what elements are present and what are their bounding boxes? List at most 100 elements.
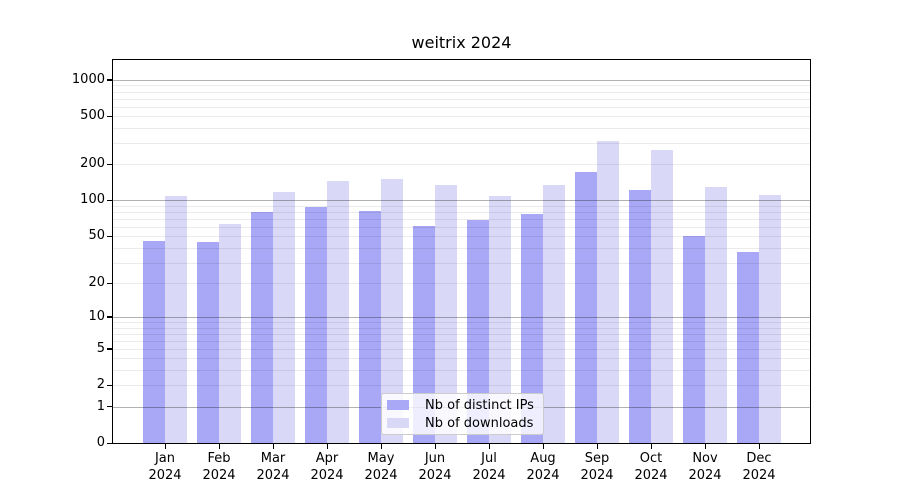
bar-distinct-ips-sep (575, 172, 597, 443)
x-tick-mark (488, 443, 490, 449)
y-tick-mark (107, 406, 113, 408)
chart-title: weitrix 2024 (411, 33, 512, 52)
gridline-minor (113, 164, 810, 166)
gridline-minor (113, 116, 810, 118)
gridline-minor (113, 262, 810, 264)
gridline-minor (113, 85, 810, 87)
bar-distinct-ips-aug (521, 214, 543, 443)
y-tick-label: 500 (80, 108, 105, 124)
bar-downloads-may (381, 178, 403, 443)
gridline-minor (113, 333, 810, 335)
bar-distinct-ips-jan (143, 240, 165, 443)
gridline-major (113, 200, 810, 202)
bar-downloads-aug (543, 184, 565, 443)
gridline-minor (113, 143, 810, 145)
x-tick-label: Nov 2024 (688, 451, 722, 483)
x-tick-mark (758, 443, 760, 449)
bar-distinct-ips-jun (413, 226, 435, 443)
legend-label-downloads: Nb of downloads (425, 415, 534, 431)
bar-distinct-ips-feb (197, 241, 219, 443)
gridline-minor (113, 327, 810, 329)
y-tick-label: 100 (80, 192, 105, 208)
x-tick-label: Oct 2024 (634, 451, 668, 483)
y-tick-label: 1 (96, 398, 105, 414)
bar-downloads-apr (327, 181, 349, 443)
legend-entry-downloads: Nb of downloads (382, 415, 543, 432)
bar-distinct-ips-jul (467, 219, 489, 443)
x-tick-label: Feb 2024 (202, 451, 236, 483)
y-tick-label: 1000 (71, 71, 105, 87)
legend-label-distinct-ips: Nb of distinct IPs (425, 397, 534, 413)
gridline-minor (113, 91, 810, 93)
x-tick-mark (596, 443, 598, 449)
plot-area: 0 1 2 5 10 20 50 100 200 500 1000 Jan 2024 Feb 2024 M… (72, 59, 811, 483)
y-tick-label: 50 (88, 228, 105, 244)
bar-distinct-ips-oct (629, 190, 651, 443)
y-tick-label: 10 (88, 308, 105, 324)
x-tick-label: Sep 2024 (580, 451, 614, 483)
gridline-major (113, 316, 810, 318)
x-tick-mark (650, 443, 652, 449)
bar-downloads-oct (651, 149, 673, 443)
y-tick-mark (107, 199, 113, 202)
gridline-minor (113, 322, 810, 323)
gridline-minor (113, 212, 810, 214)
bar-downloads-mar (273, 192, 295, 443)
bar-distinct-ips-nov (683, 236, 705, 443)
y-tick-mark (107, 316, 113, 318)
gridline-minor (113, 205, 810, 207)
x-tick-mark (218, 443, 220, 449)
x-tick-mark (326, 443, 328, 449)
x-tick-mark (272, 443, 274, 449)
bar-downloads-nov (705, 187, 727, 443)
bar-distinct-ips-apr (305, 207, 327, 443)
y-tick-mark (107, 163, 113, 165)
legend-swatch-downloads-icon (387, 418, 409, 428)
bar-distinct-ips-dec (737, 251, 759, 443)
y-tick-label: 5 (96, 340, 105, 356)
gridline-minor (113, 236, 810, 238)
gridline-minor (113, 340, 810, 342)
x-tick-mark (704, 443, 706, 449)
gridline-minor (113, 98, 810, 100)
y-tick-mark (107, 282, 113, 284)
y-tick-mark (107, 115, 113, 117)
x-tick-label: Jan 2024 (148, 451, 182, 483)
bar-distinct-ips-may (359, 211, 381, 443)
x-tick-label: Jul 2024 (472, 451, 506, 483)
gridline-minor (113, 283, 810, 284)
bar-downloads-jul (489, 195, 511, 443)
gridline-minor (113, 106, 810, 108)
gridline-minor (113, 385, 810, 387)
plot-canvas (113, 60, 810, 443)
legend-swatch-distinct-ips-icon (387, 400, 409, 410)
y-tick-mark (107, 235, 113, 238)
x-tick-label: Dec 2024 (742, 451, 776, 483)
y-tick-label: 0 (96, 435, 105, 450)
gridline-minor (113, 358, 810, 360)
x-tick-label: May 2024 (364, 451, 398, 483)
y-tick-mark (107, 384, 113, 386)
y-tick-mark (107, 348, 113, 350)
legend-entry-distinct-ips: Nb of distinct IPs (382, 397, 543, 414)
x-tick-mark (542, 443, 544, 449)
bar-downloads-sep (597, 140, 619, 443)
x-tick-label: Mar 2024 (256, 451, 290, 483)
y-tick-mark (107, 442, 113, 444)
legend: Nb of distinct IPs Nb of downloads (381, 393, 544, 435)
x-tick-mark (434, 443, 436, 449)
x-tick-label: Jun 2024 (418, 451, 452, 483)
x-tick-label: Aug 2024 (526, 451, 560, 483)
gridline-minor (113, 128, 810, 130)
bar-distinct-ips-mar (251, 212, 273, 443)
gridline-minor (113, 348, 810, 350)
x-tick-label: Apr 2024 (310, 451, 344, 483)
gridline-minor (113, 218, 810, 220)
bar-downloads-jun (435, 184, 457, 443)
gridline-minor (113, 226, 810, 228)
gridline-minor (113, 247, 810, 249)
y-tick-label: 2 (96, 377, 105, 393)
y-tick-label: 200 (80, 156, 105, 172)
bar-downloads-feb (219, 223, 241, 443)
